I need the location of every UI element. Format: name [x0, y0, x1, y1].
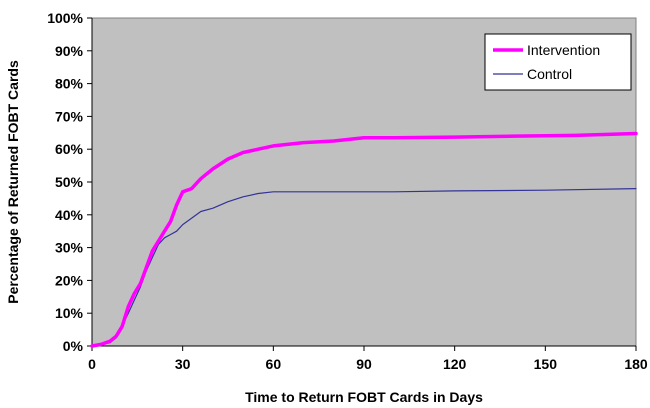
legend-label-intervention: Intervention — [527, 42, 600, 58]
x-tick-label: 120 — [443, 356, 467, 372]
y-tick-label: 60% — [55, 141, 84, 157]
y-tick-label: 80% — [55, 76, 84, 92]
x-tick-label: 90 — [356, 356, 372, 372]
legend-box — [484, 33, 632, 91]
x-tick-label: 30 — [175, 356, 191, 372]
x-tick-label: 150 — [534, 356, 558, 372]
y-axis-title: Percentage of Returned FOBT Cards — [5, 60, 21, 304]
y-tick-label: 20% — [55, 272, 84, 288]
y-tick-label: 50% — [55, 174, 84, 190]
x-tick-label: 180 — [624, 356, 648, 372]
y-tick-label: 30% — [55, 240, 84, 256]
y-tick-label: 10% — [55, 305, 84, 321]
x-tick-label: 0 — [88, 356, 96, 372]
y-axis: 0% 10% 20% 30% 40% 50% 60% 70% 80% 90% 100% — [47, 10, 93, 354]
legend-label-control: Control — [527, 66, 572, 82]
legend: Intervention Control — [484, 33, 632, 91]
y-tick-label: 0% — [63, 338, 84, 354]
x-axis: 0 30 60 90 120 150 180 — [88, 345, 648, 372]
x-axis-title: Time to Return FOBT Cards in Days — [245, 389, 483, 405]
y-tick-label: 90% — [55, 43, 84, 59]
y-tick-label: 100% — [47, 10, 83, 26]
series-layer — [90, 131, 638, 348]
y-tick-label: 40% — [55, 207, 84, 223]
x-tick-label: 60 — [266, 356, 282, 372]
series-line-intervention — [90, 131, 638, 348]
y-tick-label: 70% — [55, 108, 84, 124]
